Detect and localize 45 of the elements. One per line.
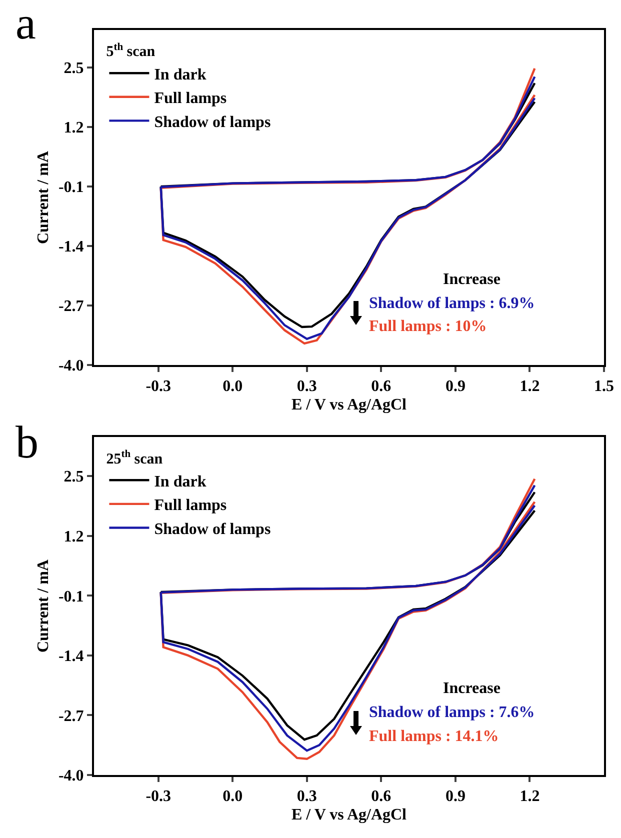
y-tick-label: 2.5 bbox=[64, 468, 84, 486]
legend-label: Shadow of lamps bbox=[154, 521, 271, 538]
x-tick-label: 0.3 bbox=[296, 378, 317, 396]
y-tick-label: -1.4 bbox=[58, 238, 84, 256]
legend-label: Full lamps bbox=[154, 90, 227, 108]
annotation: Increase bbox=[443, 680, 500, 697]
chart-title: a bbox=[16, 0, 36, 48]
x-tick-label: 1.2 bbox=[520, 378, 540, 396]
legend-title: 5$^{th}$ scan bbox=[106, 42, 156, 60]
x-axis-title: E / V vs Ag/AgCl bbox=[292, 806, 408, 824]
legend-label: Full lamps bbox=[154, 497, 227, 514]
legend-label: In dark bbox=[154, 473, 206, 490]
annotation: Full lamps : 10% bbox=[369, 318, 487, 335]
x-tick-label: 0.3 bbox=[296, 788, 317, 806]
y-tick-label: 2.5 bbox=[64, 60, 84, 78]
y-axis-title: Current / mA bbox=[34, 559, 52, 653]
x-tick-label: 0.6 bbox=[371, 788, 392, 806]
y-tick-label: -2.7 bbox=[58, 708, 84, 725]
x-tick-label: 0.0 bbox=[222, 788, 243, 806]
legend-label: Shadow of lamps bbox=[154, 114, 271, 131]
x-tick-label: 1.2 bbox=[520, 788, 540, 806]
y-tick-label: -0.1 bbox=[58, 588, 84, 606]
annotation: Increase bbox=[443, 271, 500, 288]
x-tick-label: 0.9 bbox=[445, 788, 466, 806]
annotation: Shadow of lamps : 6.9% bbox=[369, 295, 535, 312]
annotation: Shadow of lamps : 7.6% bbox=[369, 704, 535, 721]
x-tick-label: 1.5 bbox=[594, 378, 614, 396]
legend-label: In dark bbox=[154, 66, 206, 84]
annotation: Full lamps : 14.1% bbox=[369, 728, 499, 745]
y-tick-label: -4.0 bbox=[58, 358, 84, 375]
y-axis-title: Current / mA bbox=[34, 150, 52, 244]
x-tick-label: -0.3 bbox=[146, 788, 172, 806]
y-tick-label: -2.7 bbox=[58, 298, 84, 316]
chart-title: b bbox=[16, 416, 39, 468]
x-tick-label: -0.3 bbox=[146, 378, 172, 396]
x-tick-label: 0.0 bbox=[222, 378, 243, 396]
x-axis-title: E / V vs Ag/AgCl bbox=[292, 396, 408, 414]
x-tick-label: 0.9 bbox=[445, 378, 466, 396]
x-tick-label: 0.6 bbox=[371, 378, 392, 396]
y-tick-label: 1.2 bbox=[64, 120, 84, 137]
y-tick-label: -0.1 bbox=[58, 179, 84, 196]
y-tick-label: -4.0 bbox=[58, 768, 84, 785]
legend-title: 25$^{th}$ scan bbox=[106, 448, 164, 468]
y-tick-label: -1.4 bbox=[58, 648, 84, 666]
y-tick-label: 1.2 bbox=[64, 528, 84, 546]
